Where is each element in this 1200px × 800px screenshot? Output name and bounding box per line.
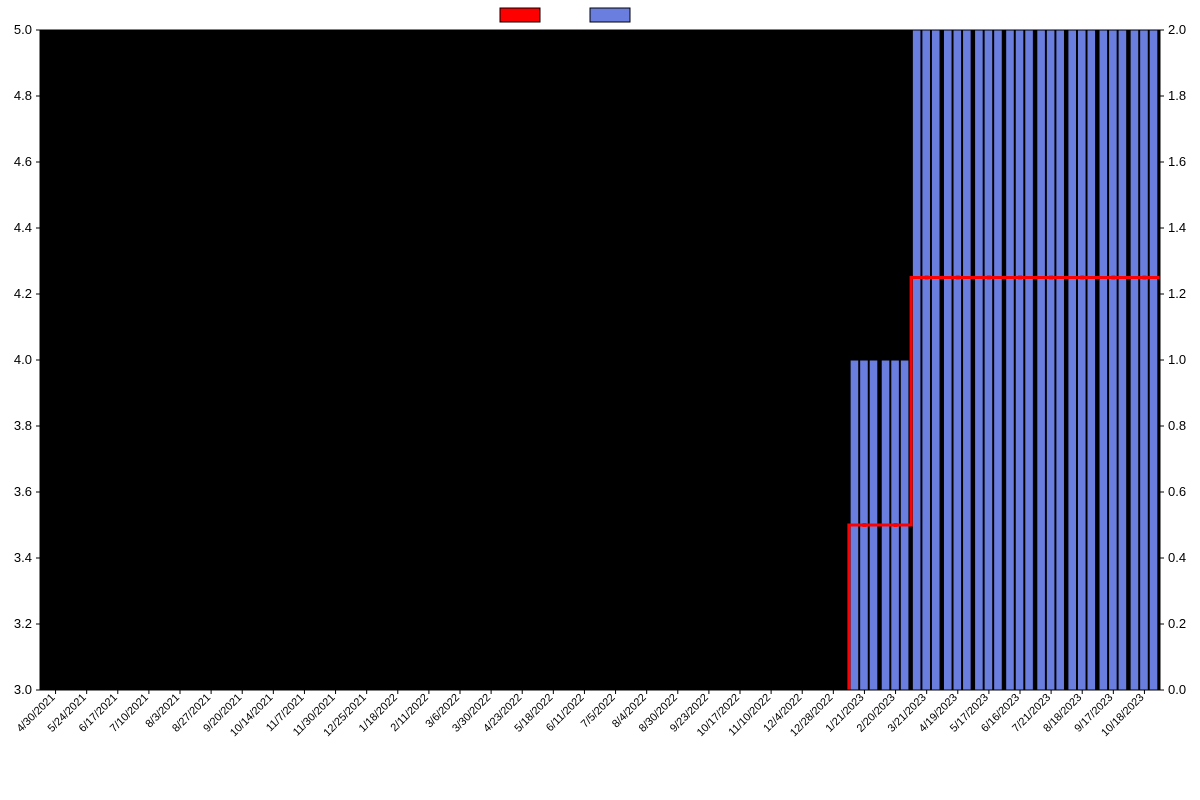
bar (953, 30, 962, 690)
ytick-label-left: 3.4 (14, 550, 32, 565)
ytick-label-right: 0.4 (1168, 550, 1186, 565)
ytick-label-right: 0.2 (1168, 616, 1186, 631)
line-marker (862, 523, 866, 527)
bar (1037, 30, 1046, 690)
bar (912, 30, 921, 690)
ytick-label-right: 1.2 (1168, 286, 1186, 301)
bar (1140, 30, 1149, 690)
legend-swatch-bar (590, 8, 630, 22)
chart-container: 3.0 3.2 3.4 3.6 3.8 4.0 4.2 4.4 4.6 4.8 5.0 0.0 0.2 0… (0, 0, 1200, 800)
bar (1068, 30, 1077, 690)
ytick-label-left: 3.0 (14, 682, 32, 697)
line-marker (987, 276, 991, 280)
bar (1087, 30, 1096, 690)
line-marker (1049, 276, 1053, 280)
bar (931, 30, 940, 690)
ytick-label-left: 3.6 (14, 484, 32, 499)
bar (943, 30, 952, 690)
ytick-label-right: 1.8 (1168, 88, 1186, 103)
bar (922, 30, 931, 690)
ytick-label-right: 0.0 (1168, 682, 1186, 697)
bar (994, 30, 1003, 690)
ytick-label-right: 2.0 (1168, 22, 1186, 37)
line-marker (925, 276, 929, 280)
bar (1006, 30, 1015, 690)
bar (1056, 30, 1065, 690)
ytick-label-left: 4.8 (14, 88, 32, 103)
bar (1149, 30, 1158, 690)
bar (1046, 30, 1055, 690)
legend-swatch-line (500, 8, 540, 22)
ytick-label-left: 3.2 (14, 616, 32, 631)
bar (1130, 30, 1139, 690)
bar (1025, 30, 1034, 690)
ytick-label-right: 1.0 (1168, 352, 1186, 367)
ytick-label-right: 1.4 (1168, 220, 1186, 235)
bar (1109, 30, 1118, 690)
bar (963, 30, 972, 690)
bar (984, 30, 993, 690)
ytick-label-left: 4.6 (14, 154, 32, 169)
ytick-label-left: 3.8 (14, 418, 32, 433)
line-marker (894, 523, 898, 527)
line-marker (1018, 276, 1022, 280)
ytick-label-right: 0.8 (1168, 418, 1186, 433)
line-marker (956, 276, 960, 280)
bar (1118, 30, 1127, 690)
bar (1099, 30, 1108, 690)
ytick-label-left: 4.4 (14, 220, 32, 235)
dual-axis-chart: 3.0 3.2 3.4 3.6 3.8 4.0 4.2 4.4 4.6 4.8 5.0 0.0 0.2 0… (0, 0, 1200, 800)
ytick-label-left: 4.2 (14, 286, 32, 301)
line-marker (1111, 276, 1115, 280)
line-marker (1142, 276, 1146, 280)
bar (1015, 30, 1024, 690)
bar (975, 30, 984, 690)
line-marker (1080, 276, 1084, 280)
ytick-label-right: 1.6 (1168, 154, 1186, 169)
ytick-label-right: 0.6 (1168, 484, 1186, 499)
bar (1077, 30, 1086, 690)
ytick-label-left: 4.0 (14, 352, 32, 367)
ytick-label-left: 5.0 (14, 22, 32, 37)
